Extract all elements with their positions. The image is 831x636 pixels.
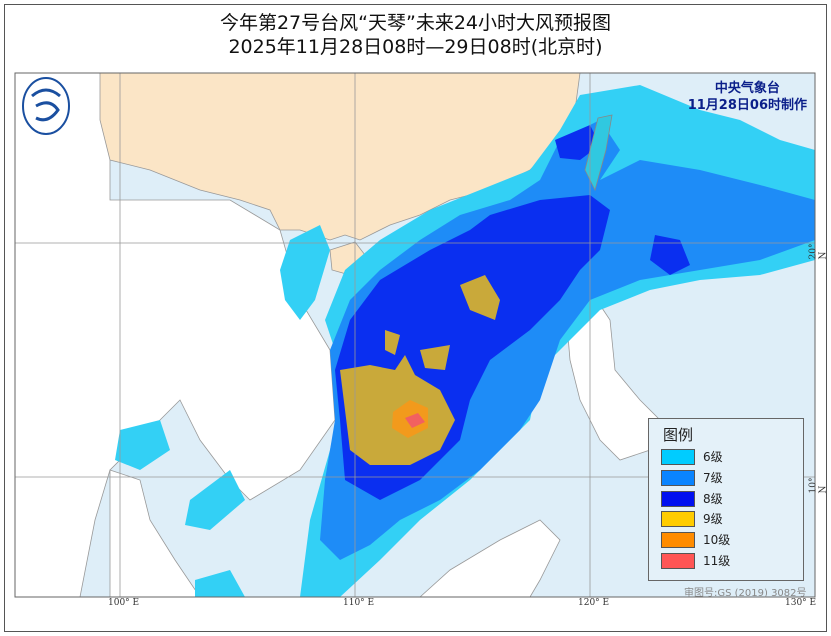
agency-name: 中央气象台 — [714, 81, 780, 96]
map-subtitle: 2025年11月28日08时—29日08时(北京时) — [228, 36, 603, 58]
land-malay — [109, 469, 201, 597]
graticule — [15, 73, 815, 597]
lat-label: 10° N — [808, 477, 829, 494]
taiwan — [584, 114, 613, 192]
map-approval-number: 审图号:GS (2019) 3082号 — [684, 588, 807, 599]
agency-label: 中央气象台 11月28日06时制作 — [688, 80, 807, 114]
legend-title: 图例 — [663, 426, 694, 444]
wind-zone-9 — [340, 275, 500, 465]
lon-label: 110° E — [343, 598, 375, 608]
lon-label: 130° E — [785, 598, 817, 608]
wind-zone-6-gulf — [115, 420, 245, 597]
issued-time: 11月28日06时制作 — [687, 98, 807, 113]
lon-label: 120° E — [578, 598, 610, 608]
land-borneo — [419, 519, 561, 597]
lat-label: 20° N — [808, 243, 829, 260]
wind-zone-6-west — [280, 225, 330, 320]
legend: 图例 6级 7级 8级 9级 10级 11级 — [648, 418, 804, 581]
map-title: 今年第27号台风“天琴”未来24小时大风预报图 — [219, 12, 612, 34]
cma-logo-icon — [22, 77, 70, 135]
map-frame — [14, 72, 816, 598]
wind-zone-11 — [405, 413, 425, 428]
lon-label: 100° E — [108, 598, 140, 608]
